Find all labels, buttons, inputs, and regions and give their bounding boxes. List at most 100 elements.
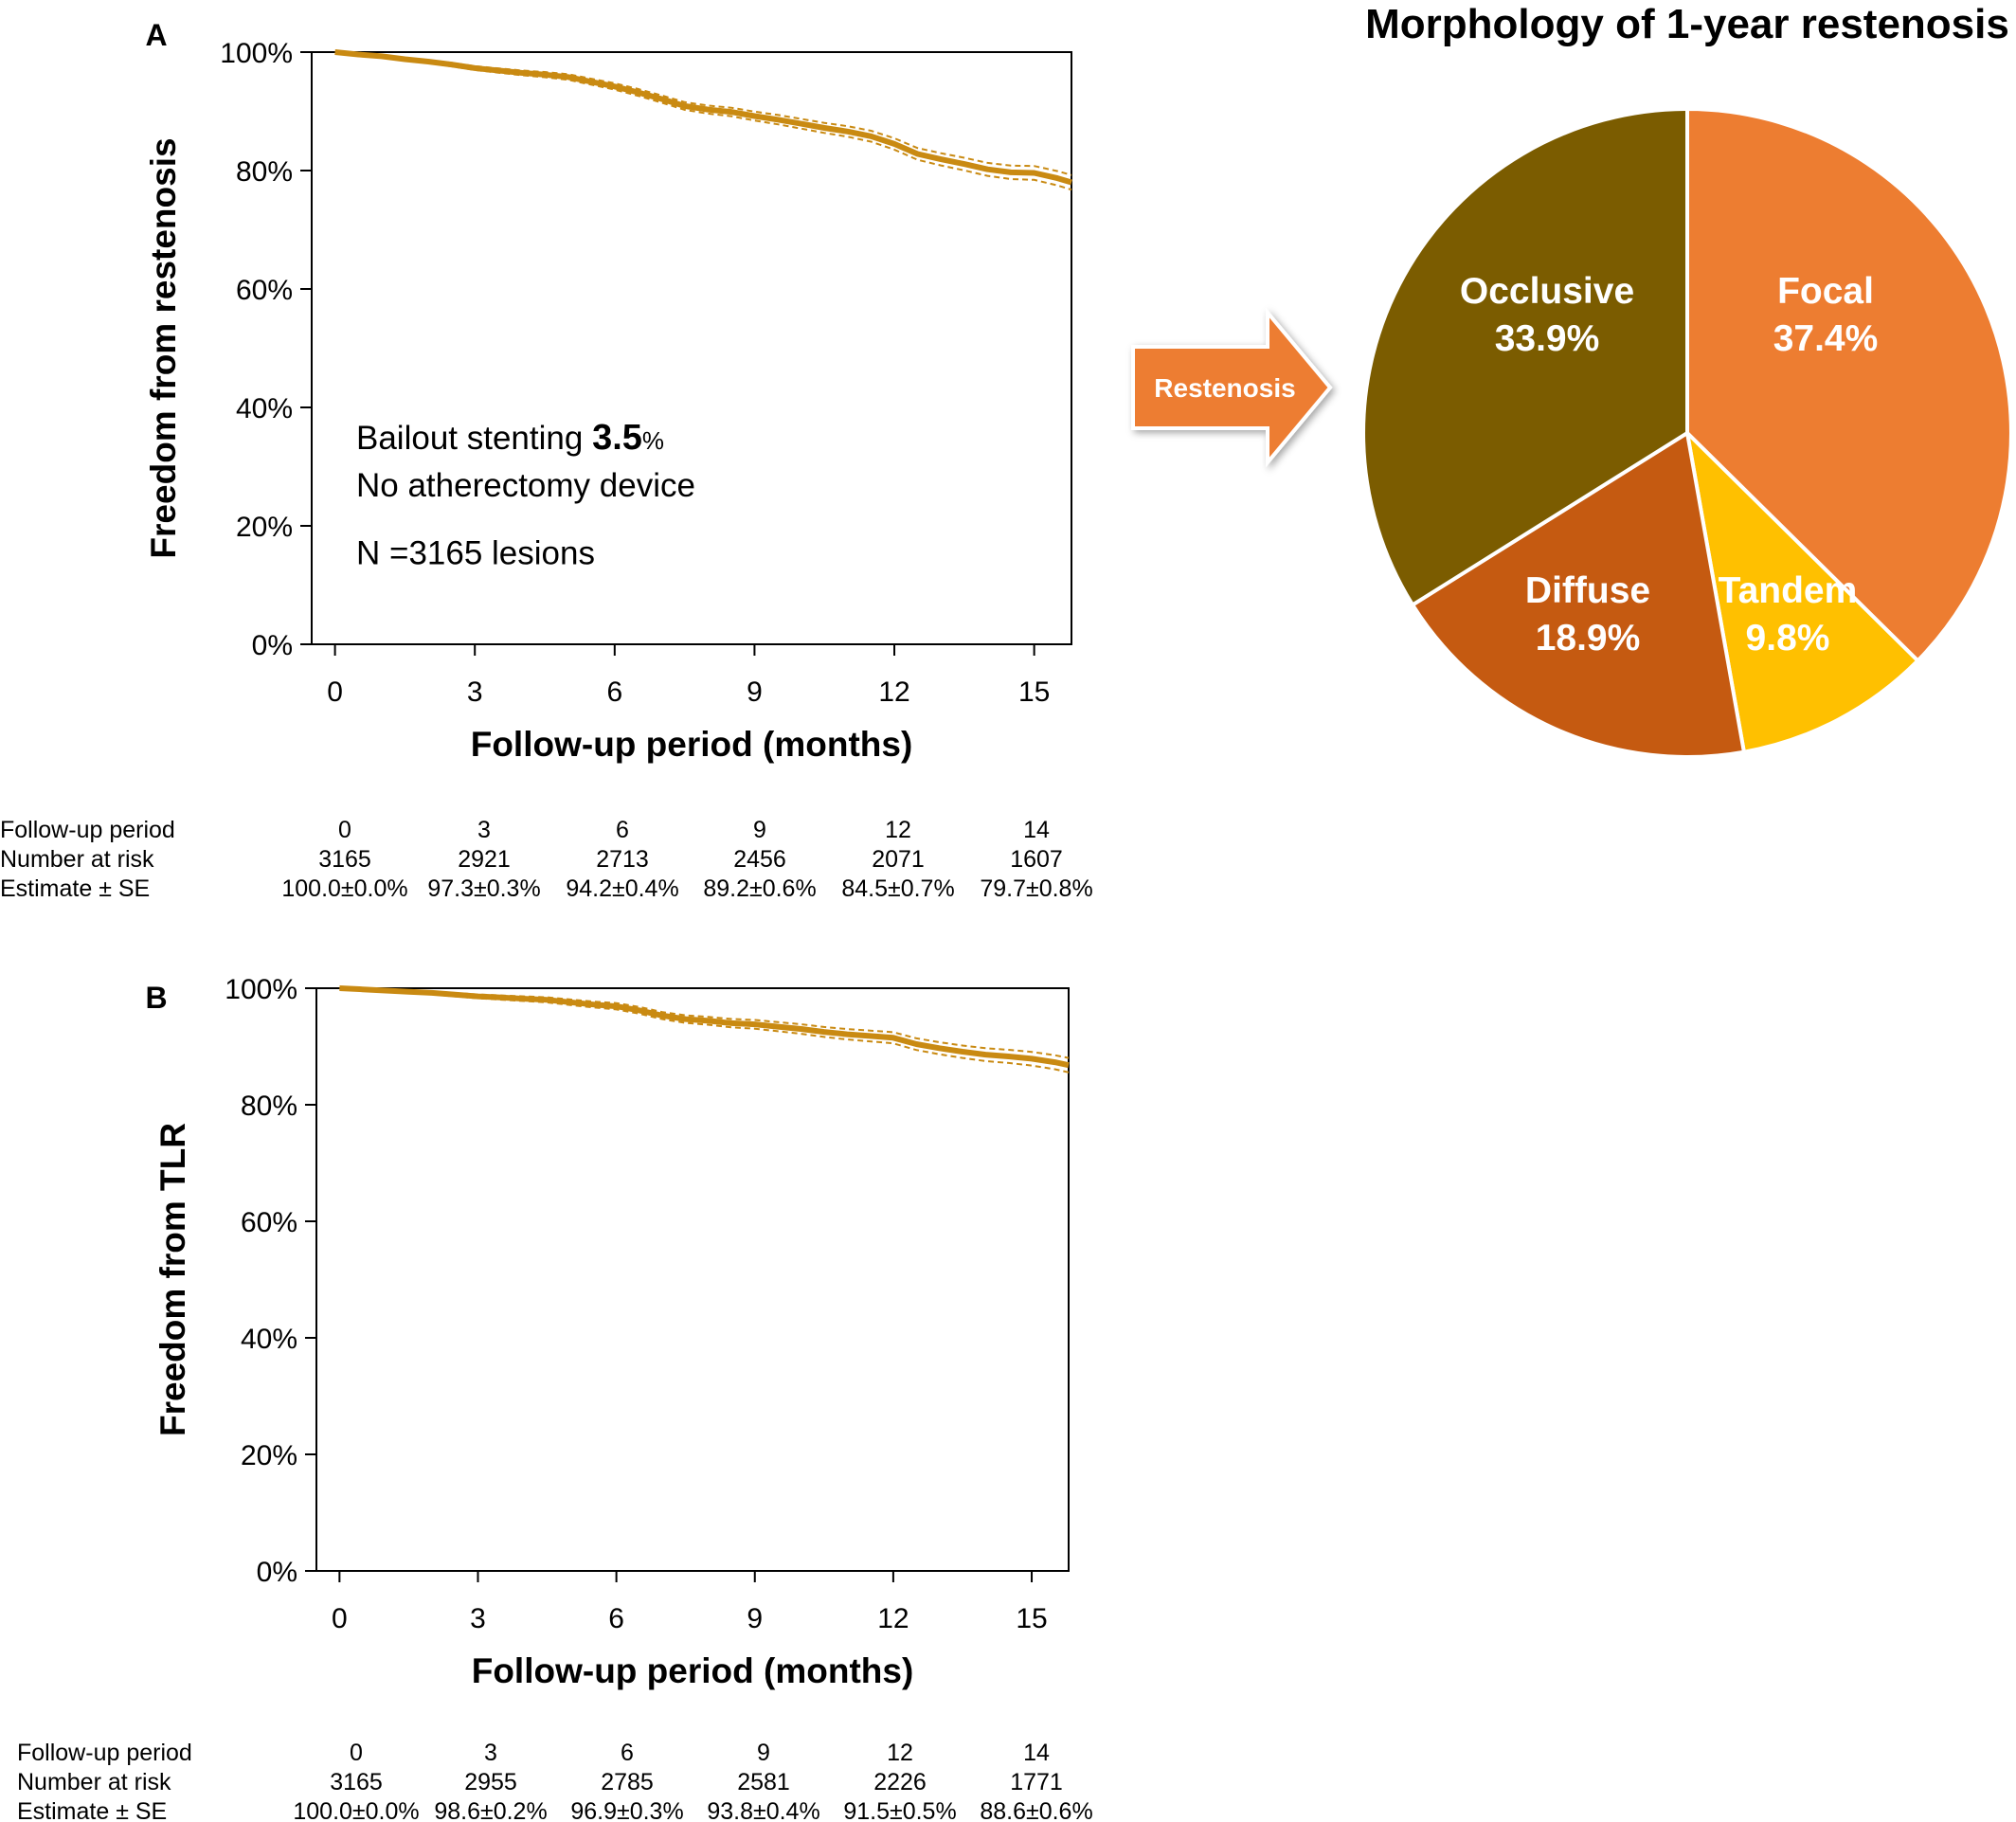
km-estimate-line — [339, 985, 1070, 1069]
annotation-bailout-value: 3.5 — [592, 418, 642, 458]
risk-table-at-risk: 1607 — [1010, 846, 1063, 873]
risk-table-estimate: 91.5±0.5% — [843, 1798, 956, 1822]
risk-table-estimate: 97.3±0.3% — [427, 875, 540, 902]
pie-label-occlusive: Occlusive — [1460, 271, 1634, 312]
risk-table-row-label: Number at risk — [0, 846, 154, 873]
km-estimate-line — [334, 49, 1072, 186]
x-tick-label: 3 — [470, 1603, 486, 1634]
risk-table-period: 0 — [350, 1740, 363, 1766]
risk-table-at-risk: 2581 — [737, 1769, 790, 1795]
y-tick-label: 80% — [241, 1091, 297, 1122]
risk-table-at-risk: 2955 — [464, 1769, 517, 1795]
pie-title: Morphology of 1-year restenosis — [1365, 1, 2009, 47]
risk-table-at-risk: 3165 — [318, 846, 371, 873]
risk-table-at-risk: 3165 — [330, 1769, 383, 1795]
risk-table-period: 14 — [1023, 817, 1050, 843]
risk-table-row-label: Follow-up period — [0, 817, 175, 843]
pie-slice-diffuse — [1410, 429, 1747, 759]
y-tick-label: 60% — [236, 275, 293, 306]
risk-table-at-risk: 2713 — [596, 846, 649, 873]
y-tick-label: 0% — [252, 630, 293, 661]
risk-table-period: 6 — [616, 817, 629, 843]
risk-table-period: 14 — [1023, 1740, 1050, 1766]
risk-table-estimate: 96.9±0.3% — [570, 1798, 683, 1822]
risk-table-estimate: 89.2±0.6% — [703, 875, 816, 902]
y-tick-label: 40% — [236, 393, 293, 424]
x-tick-label: 6 — [608, 1603, 624, 1634]
upper-ci-line — [339, 987, 1070, 1059]
pie-value-occlusive: 33.9% — [1495, 318, 1600, 359]
pie-value-focal: 37.4% — [1773, 318, 1879, 359]
x-axis-title: Follow-up period (months) — [472, 1651, 914, 1690]
annotation-bailout: Bailout stenting 3.5% — [356, 418, 664, 458]
y-axis-title: Freedom from TLR — [153, 1123, 192, 1436]
risk-table-estimate: 100.0±0.0% — [293, 1798, 419, 1822]
risk-table-at-risk: 1771 — [1010, 1769, 1063, 1795]
risk-table-at-risk: 2071 — [872, 846, 925, 873]
panel-letter: A — [145, 18, 167, 52]
y-tick-label: 20% — [241, 1440, 297, 1471]
y-tick-label: 40% — [241, 1324, 297, 1355]
lower-ci-line — [334, 51, 1072, 191]
pie-label-focal: Focal — [1777, 271, 1874, 312]
x-tick-label: 12 — [878, 676, 909, 708]
x-tick-label: 15 — [1016, 1603, 1047, 1634]
annotation-no-atherectomy: No atherectomy device — [356, 467, 695, 504]
x-tick-label: 0 — [327, 676, 343, 708]
risk-table-at-risk: 2921 — [458, 846, 511, 873]
risk-table-row-label: Follow-up period — [17, 1740, 192, 1766]
x-axis-title: Follow-up period (months) — [471, 725, 913, 764]
risk-table-period: 9 — [757, 1740, 770, 1766]
annotation-n-lesions: N =3165 lesions — [356, 535, 595, 572]
plot-frame — [315, 987, 1070, 1572]
pie-label-diffuse: Diffuse — [1525, 570, 1650, 611]
risk-table-estimate: 88.6±0.6% — [980, 1798, 1092, 1822]
pie-value-diffuse: 18.9% — [1536, 618, 1641, 658]
panel-b-tlr-chart: B 0% 20% 40% 60% 80% 100% 0 3 6 9 12 15 Follow-up per… — [17, 974, 1093, 1822]
y-tick-label: 100% — [225, 974, 297, 1005]
risk-table-estimate: 79.7±0.8% — [980, 875, 1092, 902]
risk-table-estimate: 98.6±0.2% — [434, 1798, 547, 1822]
y-tick-label: 20% — [236, 512, 293, 543]
risk-table-at-risk: 2226 — [873, 1769, 927, 1795]
risk-table-period: 3 — [477, 817, 491, 843]
lower-ci-line — [339, 987, 1070, 1073]
y-axis-title: Freedom from restenosis — [144, 137, 183, 558]
risk-table-estimate: 100.0±0.0% — [281, 875, 407, 902]
risk-table-row-label: Estimate ± SE — [0, 875, 150, 902]
risk-table-period: 9 — [753, 817, 766, 843]
risk-table-estimate: 93.8±0.4% — [707, 1798, 819, 1822]
risk-table-period: 6 — [621, 1740, 634, 1766]
y-tick-label: 100% — [220, 38, 293, 69]
risk-table-estimate: 84.5±0.7% — [841, 875, 954, 902]
risk-table-at-risk: 2456 — [733, 846, 786, 873]
risk-table-period: 0 — [338, 817, 351, 843]
risk-table-row-label: Number at risk — [17, 1769, 171, 1795]
pie-slice-tandem — [1683, 427, 1921, 755]
x-tick-label: 9 — [747, 676, 763, 708]
pie-value-tandem: 9.8% — [1746, 618, 1830, 658]
arrow-label: Restenosis — [1154, 373, 1295, 403]
y-tick-label: 60% — [241, 1207, 297, 1238]
risk-table-period: 12 — [887, 1740, 913, 1766]
arrow-shape — [1131, 307, 1333, 468]
x-tick-label: 6 — [606, 676, 622, 708]
x-tick-label: 9 — [747, 1603, 763, 1634]
risk-table-period: 12 — [885, 817, 911, 843]
x-tick-label: 3 — [467, 676, 483, 708]
pie-slice-focal — [1685, 106, 2013, 664]
risk-table-row-label: Estimate ± SE — [17, 1798, 167, 1822]
panel-letter: B — [145, 981, 167, 1015]
restenosis-morphology-pie: Morphology of 1-year restenosis Focal 37.4… — [1131, 1, 2013, 759]
plot-frame — [311, 51, 1072, 645]
risk-table-estimate: 94.2±0.4% — [566, 875, 678, 902]
annotation-bailout-unit: % — [642, 426, 664, 455]
x-tick-label: 12 — [877, 1603, 909, 1634]
y-tick-label: 0% — [257, 1557, 297, 1588]
x-tick-label: 15 — [1018, 676, 1050, 708]
risk-table-at-risk: 2785 — [601, 1769, 654, 1795]
x-tick-label: 0 — [332, 1603, 348, 1634]
restenosis-arrow: Restenosis — [1131, 307, 1333, 468]
